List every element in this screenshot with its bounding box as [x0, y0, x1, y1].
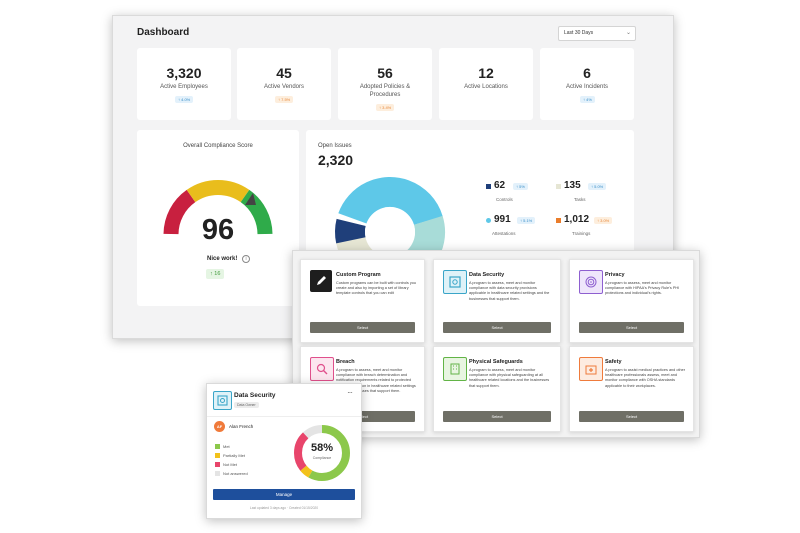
- issue-stat-attestations[interactable]: 991 ↑ 5.1% Attestations: [486, 214, 550, 244]
- program-card-physical-safeguards[interactable]: Physical Safeguards A program to assess,…: [433, 346, 561, 432]
- divider: [207, 416, 361, 417]
- donut-segment-not-met: [294, 425, 350, 481]
- issue-stat-controls[interactable]: 62 ↑ 5% Controls: [486, 180, 546, 210]
- avatar: AF: [214, 421, 225, 432]
- program-card-privacy[interactable]: Privacy A program to assess, meet and mo…: [569, 259, 694, 343]
- compliance-percent: 58%: [310, 442, 334, 454]
- date-range-select[interactable]: Last 30 Days ⌄: [558, 26, 636, 41]
- gauge-pointer: [245, 193, 256, 205]
- building-icon: [443, 357, 467, 381]
- score-change-badge: ↑ 16: [206, 269, 225, 279]
- safe-icon: [443, 270, 467, 294]
- select-button[interactable]: Select: [443, 411, 551, 422]
- gauge-yellow-segment: [186, 180, 250, 203]
- legend-item-not-met: Not Met: [215, 462, 237, 468]
- page-title: Dashboard: [137, 27, 190, 38]
- delta-badge: ↑ 4.0%: [175, 96, 194, 103]
- compliance-donut: [294, 425, 350, 481]
- manage-button[interactable]: Manage: [213, 489, 355, 500]
- delta-badge: ↑ 7.5%: [275, 96, 294, 103]
- program-card-data-security[interactable]: Data Security A program to assess, meet …: [433, 259, 561, 343]
- program-card-safety[interactable]: Safety A program to assist medical pract…: [569, 346, 694, 432]
- delta-badge: ↑ 4%: [580, 96, 595, 103]
- owner-tag: Data Owner: [234, 402, 259, 408]
- program-card-custom[interactable]: Custom Program Custom programs can be bu…: [300, 259, 425, 343]
- select-button[interactable]: Select: [310, 411, 415, 422]
- legend-item-not-answered: Not answered: [215, 471, 248, 477]
- stat-card-active-locations[interactable]: 12 Active Locations: [439, 48, 533, 120]
- safe-icon: [213, 391, 232, 410]
- footer-meta: Last updated 3 days ago · Created 01/15/…: [249, 506, 319, 510]
- more-options-icon[interactable]: ···: [347, 388, 353, 397]
- gauge-red-segment: [163, 189, 196, 235]
- compliance-gauge: [163, 180, 273, 235]
- pencil-icon: [310, 270, 332, 292]
- first-aid-icon: [579, 357, 603, 381]
- select-button[interactable]: Select: [310, 322, 415, 333]
- issue-stat-trainings[interactable]: 1,012 ↑ 3.0% Trainings: [556, 214, 628, 244]
- stat-card-active-employees[interactable]: 3,320 Active Employees ↑ 4.0%: [137, 48, 231, 120]
- stat-card-active-incidents[interactable]: 6 Active Incidents ↑ 4%: [540, 48, 634, 120]
- select-button[interactable]: Select: [443, 322, 551, 333]
- legend-item-met: Met: [215, 444, 230, 450]
- info-icon[interactable]: i: [242, 255, 250, 263]
- magnifier-icon: [310, 357, 334, 381]
- issue-stat-tasks[interactable]: 135 ↑ 5.0% Tasks: [556, 180, 626, 210]
- stat-card-active-vendors[interactable]: 45 Active Vendors ↑ 7.5%: [237, 48, 331, 120]
- gauge-green-segment: [240, 189, 273, 235]
- select-button[interactable]: Select: [579, 322, 684, 333]
- compliance-score: 96: [201, 214, 235, 246]
- open-issues-total: 2,320: [318, 152, 354, 168]
- legend-item-partially-met: Partially Met: [215, 453, 245, 459]
- delta-badge: ↑ 3.4%: [376, 104, 395, 111]
- select-button[interactable]: Select: [579, 411, 684, 422]
- stat-card-adopted-policies[interactable]: 56 Adopted Policies & Procedures ↑ 3.4%: [338, 48, 432, 120]
- chevron-down-icon: ⌄: [625, 30, 631, 36]
- donut-segment-not-answered: [294, 425, 350, 481]
- data-security-card: Data Security Data Owner ··· AF Alan Fre…: [206, 383, 362, 519]
- compliance-score-card: Overall Compliance Score 96 Nice work! i…: [137, 130, 299, 306]
- owner-name: Alan French: [229, 424, 254, 429]
- fingerprint-icon: [579, 270, 603, 294]
